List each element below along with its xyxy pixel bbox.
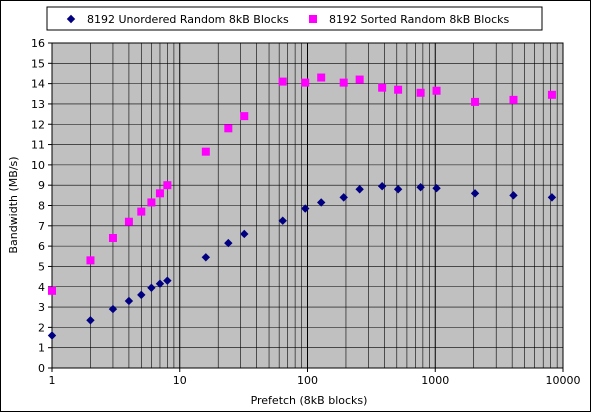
y-tick-label: 15: [31, 57, 45, 70]
data-point: [137, 207, 146, 216]
data-point: [86, 256, 95, 265]
y-tick-label: 0: [38, 362, 45, 375]
y-tick-label: 4: [38, 281, 45, 294]
data-point: [316, 198, 326, 207]
data-point: [86, 316, 95, 325]
data-point: [147, 283, 156, 292]
data-point: [137, 290, 146, 300]
data-point: [355, 185, 364, 194]
y-tick-label: 13: [31, 98, 45, 111]
data-point: [224, 238, 233, 248]
y-tick-label: 16: [31, 37, 45, 50]
data-point: [163, 276, 172, 285]
data-point: [301, 204, 310, 213]
data-point: [201, 147, 210, 156]
data-point: [416, 88, 425, 97]
y-tick-label: 1: [38, 342, 45, 355]
y-tick-label: 8: [38, 200, 45, 213]
legend-box: [46, 6, 543, 31]
data-point: [471, 97, 480, 106]
data-point: [108, 304, 118, 314]
data-marks: [47, 73, 557, 340]
data-point: [317, 73, 326, 82]
data-point: [278, 77, 287, 86]
data-point: [278, 216, 287, 225]
series-1: [47, 182, 557, 340]
series-2: [48, 73, 556, 295]
data-point: [470, 189, 480, 198]
data-point: [108, 234, 117, 242]
data-point: [301, 78, 310, 87]
data-point: [124, 217, 133, 226]
y-axis-label: Bandwidth (MB/s): [7, 156, 20, 253]
data-point: [339, 193, 348, 202]
data-point: [48, 286, 56, 295]
data-point: [547, 90, 556, 99]
data-point: [416, 183, 425, 192]
data-point: [393, 185, 403, 194]
data-point: [509, 95, 518, 104]
y-tick-label: 5: [38, 260, 45, 273]
data-point: [547, 193, 557, 202]
y-tick-label: 3: [38, 301, 45, 314]
data-point: [224, 124, 233, 133]
data-point: [432, 184, 441, 193]
x-axis-label: Prefetch (8kB blocks): [251, 394, 368, 407]
data-point: [394, 85, 403, 94]
x-tick-label: 10: [173, 374, 187, 387]
data-point: [155, 189, 164, 198]
legend-label: 8192 Sorted Random 8kB Blocks: [329, 13, 509, 26]
x-tick-label: 1: [49, 374, 56, 387]
y-tick-label: 7: [38, 220, 45, 233]
data-point: [47, 331, 57, 340]
legend-marker: [309, 15, 317, 23]
data-point: [339, 78, 348, 87]
x-tick-label: 1000: [421, 374, 449, 387]
y-tick-label: 12: [31, 118, 45, 131]
data-point: [240, 112, 249, 121]
data-point: [378, 83, 387, 92]
data-point: [201, 253, 211, 262]
data-point: [124, 296, 134, 306]
y-tick-label: 6: [38, 240, 45, 253]
data-point: [377, 182, 387, 191]
y-tick-label: 14: [31, 78, 45, 91]
data-point: [155, 279, 165, 288]
data-point: [240, 229, 249, 239]
y-tick-label: 9: [38, 179, 45, 192]
y-tick-label: 10: [31, 159, 45, 172]
legend-label: 8192 Unordered Random 8kB Blocks: [87, 13, 289, 26]
data-point: [147, 198, 156, 207]
data-point: [163, 181, 172, 190]
legend: 8192 Unordered Random 8kB Blocks 8192 Sor…: [46, 6, 543, 31]
y-tick-label: 11: [31, 139, 45, 152]
data-point: [509, 191, 518, 200]
x-tick-label: 10000: [546, 374, 581, 387]
data-point: [355, 75, 364, 84]
y-tick-label: 2: [38, 321, 45, 334]
data-point: [432, 86, 441, 95]
x-tick-label: 100: [297, 374, 318, 387]
